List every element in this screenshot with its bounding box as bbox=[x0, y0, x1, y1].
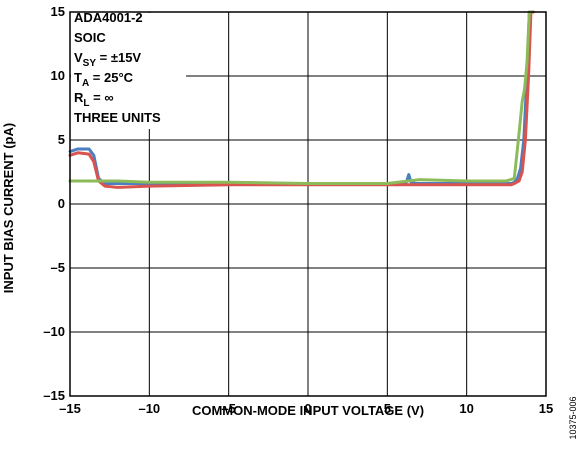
annotation-rl-rest: = ∞ bbox=[90, 90, 114, 105]
annotation-units: THREE UNITS bbox=[74, 110, 161, 125]
y-tick-label: 15 bbox=[51, 4, 65, 19]
annotation-ta: TA = 25°C bbox=[74, 70, 134, 89]
y-tick-label: 10 bbox=[51, 68, 65, 83]
annotation-vsy-rest: = ±15V bbox=[96, 50, 141, 65]
annotation-rl-main: R bbox=[74, 90, 84, 105]
plot-frame bbox=[69, 11, 547, 397]
annotation-vsy-sub: SY bbox=[83, 58, 97, 69]
annotation-package: SOIC bbox=[74, 30, 106, 45]
x-tick-label: –15 bbox=[59, 401, 81, 416]
x-tick-label: 15 bbox=[539, 401, 553, 416]
annotation-rl: RL = ∞ bbox=[74, 90, 114, 109]
annotation-vsy-main: V bbox=[74, 50, 83, 65]
figure-id: 10375-006 bbox=[568, 396, 578, 439]
annotation-ta-sub: A bbox=[82, 78, 89, 89]
plot-border bbox=[69, 11, 547, 397]
series-layer bbox=[68, 10, 535, 189]
tick-labels: –15 –10 –5 0 5 10 15 –15 –10 –5 0 5 10 15 bbox=[43, 4, 553, 416]
y-tick-label: 0 bbox=[58, 196, 65, 211]
series-line-green bbox=[68, 10, 534, 186]
grid bbox=[70, 12, 546, 396]
x-tick-label: 10 bbox=[459, 401, 473, 416]
x-tick-label: 0 bbox=[304, 401, 311, 416]
x-tick-label: 5 bbox=[384, 401, 391, 416]
x-tick-label: –10 bbox=[138, 401, 160, 416]
y-tick-label: –5 bbox=[51, 260, 65, 275]
x-axis-title: COMMON-MODE INPUT VOLTAGE (V) bbox=[192, 403, 424, 418]
x-tick-label: –5 bbox=[221, 401, 235, 416]
annotation-part: ADA4001-2 bbox=[74, 10, 143, 25]
annotation-ta-rest: = 25°C bbox=[89, 70, 133, 85]
annotation-vsy: VSY = ±15V bbox=[74, 50, 141, 69]
annotation-box: ADA4001-2 SOIC VSY = ±15V TA = 25°C RL =… bbox=[71, 10, 186, 129]
y-axis-title: INPUT BIAS CURRENT (pA) bbox=[1, 123, 16, 293]
y-tick-label: –15 bbox=[43, 388, 65, 403]
y-tick-label: –10 bbox=[43, 324, 65, 339]
annotation-rl-sub: L bbox=[83, 98, 89, 109]
annotation-ta-main: T bbox=[74, 70, 82, 85]
y-tick-label: 5 bbox=[58, 132, 65, 147]
